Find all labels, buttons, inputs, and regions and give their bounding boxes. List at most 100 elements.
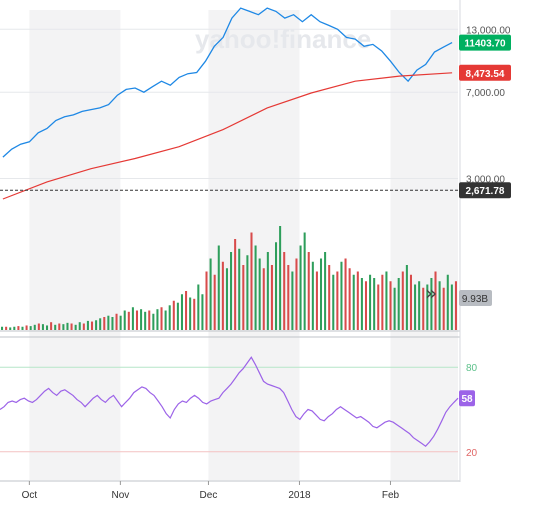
price-tick-label: 3,000.00: [466, 174, 505, 185]
price-series: [0, 7, 458, 200]
volume-bar: [283, 252, 286, 330]
value-tag-label: 8,473.54: [466, 69, 505, 80]
rsi-line: [0, 356, 459, 447]
volume-bar: [29, 326, 32, 330]
volume-bar: [230, 252, 233, 330]
double-chevron-icon: »: [425, 281, 437, 305]
volume-bar: [70, 323, 73, 330]
volume-bar: [430, 278, 433, 330]
volume-bar: [123, 310, 126, 330]
value-tag: [459, 64, 511, 81]
volume-bar: [270, 265, 273, 330]
volume-bar: [86, 320, 89, 330]
volume-bar: [9, 327, 12, 330]
volume-bar: [148, 310, 151, 330]
volume-bar: [168, 305, 171, 330]
volume-bar: [54, 324, 57, 330]
volume-bars: [1, 226, 457, 330]
volume-bar: [279, 226, 282, 330]
volume-bar: [303, 232, 306, 330]
month-band: [390, 10, 458, 480]
volume-bar: [397, 278, 400, 330]
volume-bar: [426, 284, 429, 330]
volume-bar: [119, 315, 122, 330]
value-tags: 11403.70 8,473.54 2,671.78 9.93B 58: [459, 34, 511, 407]
volume-bar: [328, 265, 331, 330]
moving-average-line: [2, 72, 453, 200]
volume-bar: [156, 309, 159, 330]
volume-bar: [246, 255, 249, 330]
volume-bar: [160, 307, 163, 330]
volume-bar: [140, 309, 143, 330]
volume-bar: [242, 265, 245, 330]
x-tick-label: Oct: [22, 490, 38, 501]
volume-bar: [62, 324, 65, 330]
volume-bar: [450, 284, 453, 330]
volume-bar: [66, 322, 69, 330]
rsi-panel: 80 20: [0, 356, 478, 459]
volume-bar: [324, 252, 327, 330]
volume-bar: [250, 232, 253, 330]
top-strip: [0, 0, 552, 10]
volume-bar: [107, 315, 110, 330]
volume-bar: [401, 271, 404, 330]
month-bands: [0, 0, 552, 480]
volume-bar: [99, 318, 102, 330]
volume-bar: [17, 326, 20, 330]
volume-bar: [311, 261, 314, 330]
volume-bar: [82, 323, 85, 330]
volume-bar: [262, 268, 265, 330]
volume-bar: [393, 287, 396, 330]
volume-bar: [348, 268, 351, 330]
volume-bar: [21, 326, 24, 330]
volume-bar: [164, 310, 167, 330]
volume-bar: [377, 284, 380, 330]
volume-bar: [418, 281, 421, 330]
x-tick-label: Dec: [200, 490, 218, 501]
volume-bar: [234, 239, 237, 330]
price-tick-label: 13,000.00: [466, 25, 511, 36]
volume-bar: [46, 325, 49, 330]
price-line: [2, 7, 453, 158]
volume-bar: [5, 326, 8, 330]
volume-bar: [217, 245, 220, 330]
volume-bar: [307, 252, 310, 330]
rsi-tick-label: 80: [466, 363, 478, 374]
month-band: [208, 10, 300, 480]
volume-bar: [221, 261, 224, 330]
volume-bar: [131, 307, 134, 330]
volume-bar: [344, 258, 347, 330]
volume-tag-label: 9.93B: [462, 294, 488, 305]
volume-bar: [189, 297, 192, 330]
volume-bar: [422, 287, 425, 330]
volume-bar: [58, 323, 61, 330]
volume-bar: [25, 325, 28, 330]
volume-bar: [266, 252, 269, 330]
volume-bar: [193, 298, 196, 330]
volume-bar: [336, 271, 339, 330]
volume-bar: [225, 268, 228, 330]
volume-bar: [258, 258, 261, 330]
expand-button[interactable]: »: [425, 281, 437, 305]
volume-bar: [144, 311, 147, 330]
volume-bar: [115, 313, 118, 330]
volume-bar: [50, 322, 53, 330]
volume-bar: [373, 278, 376, 330]
volume-bar: [209, 258, 212, 330]
price-gridlines: [0, 28, 458, 179]
volume-bar: [197, 284, 200, 330]
volume-bar: [180, 294, 183, 330]
volume-bar: [103, 317, 106, 330]
volume-bar: [275, 242, 278, 330]
volume-bar: [287, 265, 290, 330]
volume-bar: [291, 271, 294, 330]
x-tick-label: Nov: [111, 490, 129, 501]
volume-bar: [213, 274, 216, 330]
volume-bar: [135, 310, 139, 330]
volume-bar: [13, 326, 16, 330]
volume-bar: [442, 287, 445, 330]
volume-bar: [364, 281, 368, 330]
x-tick-label: 2018: [288, 490, 311, 501]
volume-bar: [356, 271, 359, 330]
